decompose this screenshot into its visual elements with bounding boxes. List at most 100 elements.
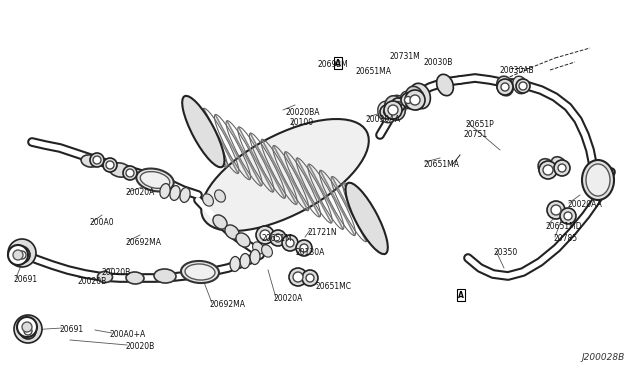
Circle shape: [90, 153, 104, 167]
Circle shape: [391, 98, 405, 112]
Circle shape: [388, 105, 398, 115]
Text: 20692M: 20692M: [318, 60, 349, 69]
Text: 20731M: 20731M: [390, 52, 420, 61]
Ellipse shape: [385, 96, 405, 120]
Circle shape: [8, 245, 28, 265]
Circle shape: [519, 82, 527, 90]
Text: A: A: [335, 58, 341, 67]
Ellipse shape: [538, 159, 556, 177]
Ellipse shape: [378, 101, 396, 123]
Circle shape: [106, 161, 114, 169]
Ellipse shape: [436, 74, 453, 96]
Text: 20020B: 20020B: [102, 268, 131, 277]
Ellipse shape: [400, 91, 416, 109]
Circle shape: [306, 274, 314, 282]
Circle shape: [410, 95, 420, 105]
Ellipse shape: [213, 215, 227, 229]
Circle shape: [93, 156, 101, 164]
Text: A: A: [458, 291, 464, 299]
Ellipse shape: [410, 83, 430, 109]
Ellipse shape: [180, 187, 190, 202]
Circle shape: [14, 247, 30, 263]
Circle shape: [405, 90, 425, 110]
Circle shape: [302, 270, 318, 286]
Circle shape: [300, 244, 308, 252]
Circle shape: [123, 166, 137, 180]
Ellipse shape: [240, 253, 250, 269]
Ellipse shape: [81, 155, 99, 167]
Text: 20020A: 20020A: [274, 294, 303, 303]
Ellipse shape: [201, 119, 369, 231]
Text: 20100: 20100: [290, 118, 314, 127]
Circle shape: [296, 240, 312, 256]
Ellipse shape: [203, 194, 213, 206]
Ellipse shape: [214, 190, 225, 202]
Ellipse shape: [513, 76, 527, 94]
Circle shape: [18, 251, 26, 259]
Ellipse shape: [582, 160, 614, 200]
Circle shape: [15, 246, 29, 260]
Circle shape: [543, 165, 553, 175]
Circle shape: [551, 205, 561, 215]
Circle shape: [24, 327, 32, 335]
Circle shape: [22, 322, 32, 332]
Ellipse shape: [346, 183, 388, 254]
Circle shape: [282, 235, 298, 251]
Ellipse shape: [181, 261, 219, 283]
Circle shape: [558, 164, 566, 172]
Circle shape: [394, 102, 401, 109]
Ellipse shape: [236, 233, 250, 247]
Text: 20020A: 20020A: [126, 188, 156, 197]
Circle shape: [293, 272, 303, 282]
Circle shape: [539, 161, 557, 179]
Circle shape: [289, 268, 307, 286]
Text: 20651MA: 20651MA: [356, 67, 392, 76]
Circle shape: [13, 250, 23, 260]
Text: 20020B: 20020B: [77, 277, 106, 286]
Ellipse shape: [109, 163, 131, 177]
Circle shape: [8, 239, 36, 267]
Circle shape: [497, 79, 513, 95]
Circle shape: [516, 79, 530, 93]
Text: 20030B: 20030B: [424, 58, 453, 67]
Ellipse shape: [154, 269, 176, 283]
Circle shape: [274, 234, 282, 242]
Ellipse shape: [497, 76, 513, 96]
Ellipse shape: [390, 95, 406, 115]
Text: 20651MA: 20651MA: [423, 160, 459, 169]
Ellipse shape: [230, 257, 240, 272]
Text: 20020AA: 20020AA: [567, 200, 602, 209]
Circle shape: [286, 239, 294, 247]
Circle shape: [547, 201, 565, 219]
Text: 21721N: 21721N: [308, 228, 338, 237]
Text: 200A0+A: 200A0+A: [110, 330, 147, 339]
Ellipse shape: [182, 96, 225, 167]
Text: 200A0: 200A0: [89, 218, 114, 227]
Circle shape: [14, 315, 42, 343]
Circle shape: [256, 226, 274, 244]
Circle shape: [404, 96, 412, 103]
Ellipse shape: [126, 272, 144, 284]
Text: 20691: 20691: [60, 325, 84, 334]
Ellipse shape: [160, 184, 170, 198]
Ellipse shape: [406, 86, 424, 110]
Text: 20020B: 20020B: [125, 342, 154, 351]
Text: 20651P: 20651P: [466, 120, 495, 129]
Text: 20350: 20350: [494, 248, 518, 257]
Text: 20692MA: 20692MA: [125, 238, 161, 247]
Circle shape: [270, 230, 286, 246]
Text: 20691: 20691: [14, 275, 38, 284]
Circle shape: [401, 93, 415, 107]
Circle shape: [126, 169, 134, 177]
Circle shape: [554, 160, 570, 176]
Ellipse shape: [97, 272, 113, 282]
Circle shape: [564, 212, 572, 220]
Circle shape: [17, 317, 37, 337]
Text: 20651MC: 20651MC: [316, 282, 352, 291]
Ellipse shape: [185, 264, 215, 280]
Text: 20651MD: 20651MD: [546, 222, 582, 231]
Circle shape: [260, 230, 270, 240]
Circle shape: [383, 109, 390, 115]
Circle shape: [380, 105, 394, 119]
Text: 20030AA: 20030AA: [366, 115, 401, 124]
